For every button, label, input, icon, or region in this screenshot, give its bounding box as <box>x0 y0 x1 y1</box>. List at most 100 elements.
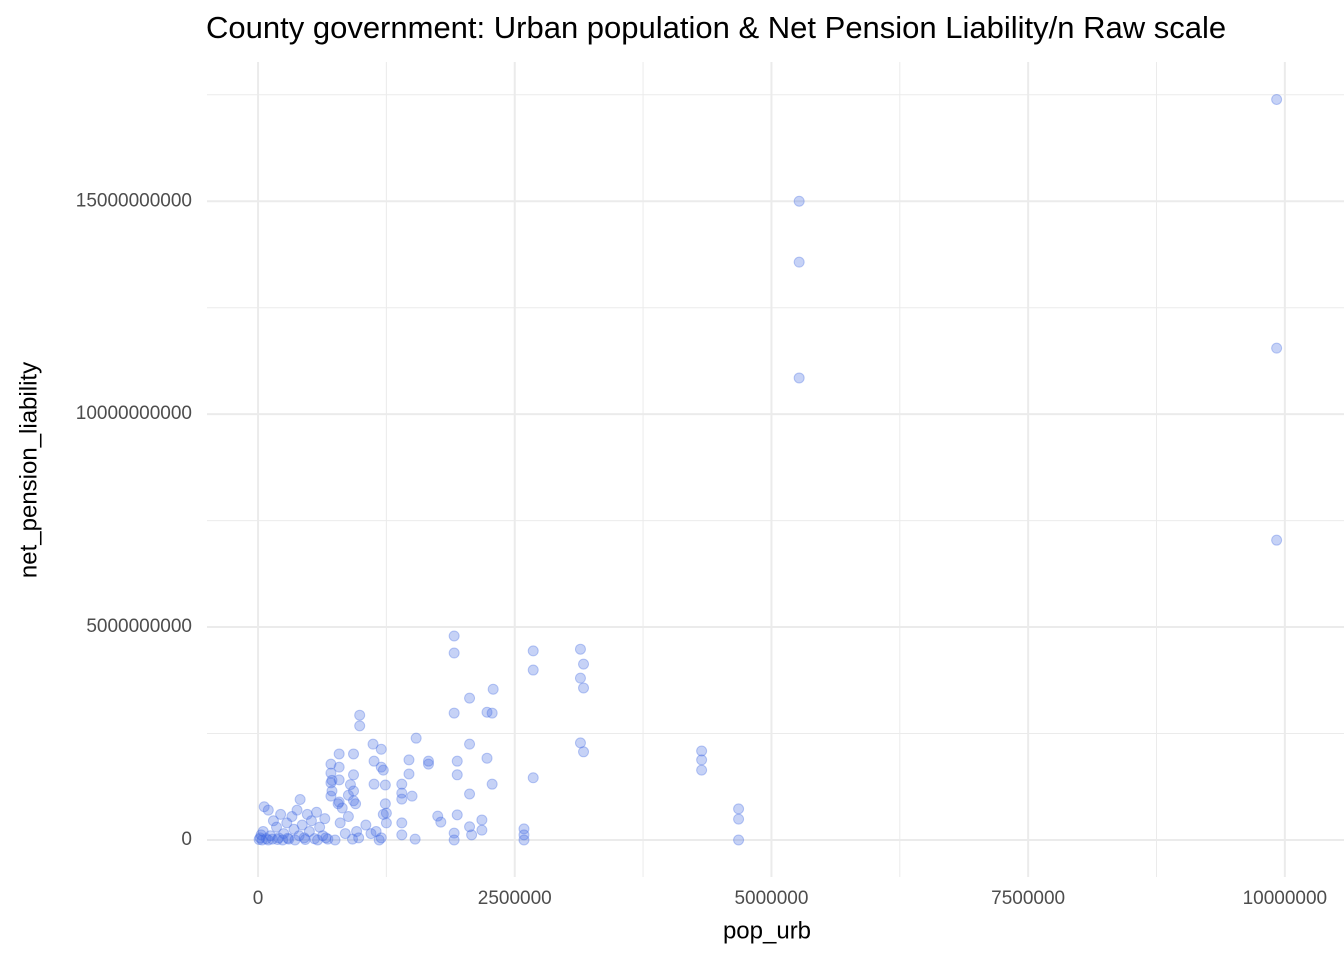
point <box>518 829 530 841</box>
point <box>464 788 476 800</box>
point <box>696 745 708 757</box>
point <box>301 808 313 820</box>
point <box>396 817 408 829</box>
point <box>578 658 590 670</box>
point <box>380 817 392 829</box>
point <box>254 832 266 844</box>
grid <box>207 62 1344 877</box>
point <box>574 672 586 684</box>
point <box>309 833 321 845</box>
point <box>367 738 379 750</box>
point <box>527 664 539 676</box>
point <box>258 801 270 813</box>
point <box>353 832 365 844</box>
point <box>451 809 463 821</box>
point <box>793 195 805 207</box>
point <box>422 758 434 770</box>
point <box>298 832 310 844</box>
point <box>253 834 265 846</box>
point <box>448 707 460 719</box>
point <box>396 793 408 805</box>
point <box>406 790 418 802</box>
point <box>733 813 745 825</box>
y-tick-label: 5000000000 <box>86 616 192 637</box>
point <box>275 808 287 820</box>
point <box>422 755 434 767</box>
point <box>1271 342 1283 354</box>
y-tick-label: 0 <box>181 829 192 850</box>
point <box>325 777 337 789</box>
point <box>379 798 391 810</box>
point <box>793 372 805 384</box>
point <box>326 774 338 786</box>
point <box>527 645 539 657</box>
point <box>481 752 493 764</box>
y-tick-label: 10000000000 <box>76 403 192 424</box>
point <box>277 834 289 846</box>
point <box>282 832 294 844</box>
point <box>348 769 360 781</box>
y-axis-label: net_pension_liability <box>15 362 42 578</box>
point <box>294 794 306 806</box>
point <box>278 828 290 840</box>
point <box>312 834 324 846</box>
point <box>481 706 493 718</box>
point <box>1271 93 1283 105</box>
point <box>396 829 408 841</box>
point <box>518 834 530 846</box>
point <box>409 833 421 845</box>
point <box>348 785 360 797</box>
point <box>696 754 708 766</box>
point <box>255 829 267 841</box>
point <box>305 815 317 827</box>
point <box>487 683 499 695</box>
point <box>351 825 363 837</box>
point <box>464 692 476 704</box>
point <box>403 754 415 766</box>
point <box>256 834 268 846</box>
point <box>360 819 372 831</box>
chart-title: County government: Urban population & Ne… <box>206 10 1226 45</box>
point <box>350 798 362 810</box>
point <box>410 732 422 744</box>
point <box>320 832 332 844</box>
point <box>348 748 360 760</box>
point <box>325 767 337 779</box>
point <box>296 819 308 831</box>
point <box>281 817 293 829</box>
point <box>733 834 745 846</box>
point <box>403 768 415 780</box>
point <box>396 778 408 790</box>
point <box>476 824 488 836</box>
point <box>326 785 338 797</box>
point <box>317 830 329 842</box>
point <box>696 764 708 776</box>
point <box>578 746 590 758</box>
point <box>271 821 283 833</box>
point <box>333 748 345 760</box>
x-tick-label: 0 <box>253 888 264 909</box>
point <box>266 833 278 845</box>
point <box>1271 534 1283 546</box>
x-tick-label: 7500000 <box>991 888 1065 909</box>
point <box>262 834 274 846</box>
point <box>486 778 498 790</box>
point <box>339 828 351 840</box>
point <box>379 779 391 791</box>
point <box>333 774 345 786</box>
point <box>448 827 460 839</box>
point <box>518 823 530 835</box>
x-tick-label: 5000000 <box>734 888 808 909</box>
y-tick-label: 15000000000 <box>76 190 192 211</box>
point <box>322 833 334 845</box>
point <box>311 806 323 818</box>
point <box>332 798 344 810</box>
point <box>329 834 341 846</box>
point <box>342 811 354 823</box>
point <box>289 834 301 846</box>
point <box>291 804 303 816</box>
point <box>260 833 272 845</box>
point <box>527 772 539 784</box>
point <box>354 720 366 732</box>
